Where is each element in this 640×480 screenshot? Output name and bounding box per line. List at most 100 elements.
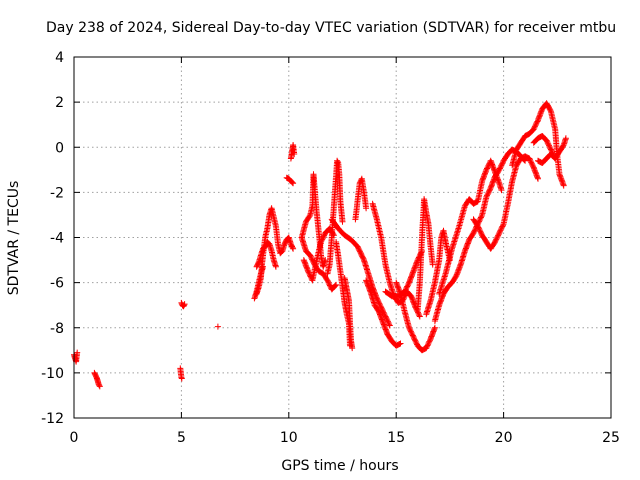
x-tick-label: 5 [177,430,186,446]
data-point [333,281,340,288]
data-point [318,239,324,245]
data-point [339,218,346,225]
data-point [410,333,417,340]
data-point [181,301,188,308]
y-tick-label: -10 [41,366,64,382]
data-point [494,233,501,240]
data-point [272,263,279,270]
data-point [424,342,431,349]
data-point [214,323,221,330]
data-point [404,283,411,290]
data-point [551,154,558,161]
y-tick-label: -4 [50,231,64,247]
y-tick-label: -6 [50,276,64,292]
data-point [497,227,504,234]
data-point [407,327,414,334]
data-point [290,180,297,187]
data-point [96,382,103,389]
data-point [412,338,419,345]
data-point [547,146,554,153]
data-point [484,165,490,172]
y-tick-label: 0 [55,140,64,156]
data-point [332,282,339,289]
data-point [306,213,313,220]
data-point [484,192,490,199]
data-point [423,343,430,350]
data-point [526,155,533,162]
data-point [363,205,370,212]
data-point [528,160,535,167]
data-point [530,126,537,133]
data-point [384,318,391,325]
data-point [307,252,314,259]
data-point [498,226,505,233]
data-point [483,166,490,173]
data-point [413,340,420,347]
data-point [496,230,503,236]
data-point [528,159,535,166]
data-point [477,228,484,235]
data-point [485,190,492,196]
data-point [415,310,422,317]
data-point [260,263,266,270]
data-point [470,230,477,236]
data-point [495,232,502,239]
data-point [406,326,413,332]
data-point [320,233,327,240]
x-tick-label: 20 [495,430,513,446]
data-point [547,107,554,113]
data-point [402,287,409,294]
data-point [478,213,485,220]
data-point [307,253,314,260]
data-point [325,279,332,286]
data-point [423,345,430,352]
data-point [533,119,540,126]
data-point [414,257,421,264]
data-point [407,328,414,335]
data-point [386,322,393,329]
data-point [498,161,505,168]
data-point [498,187,505,194]
data-point [308,255,315,262]
data-point [527,158,534,165]
data-point [289,179,296,186]
data-point [252,291,259,298]
data-point [500,222,506,229]
data-point [412,337,419,344]
data-point [309,257,316,264]
x-tick-label: 10 [280,430,298,446]
data-point [305,268,312,275]
data-point [290,245,297,252]
data-point [385,319,392,326]
data-point [543,137,550,144]
data-point [476,217,483,224]
data-point [547,145,554,152]
data-point [291,151,298,157]
data-point [321,232,328,239]
data-point [429,261,436,268]
data-point [318,237,325,244]
data-point [546,143,553,150]
data-point [476,227,483,234]
data-point [380,309,387,316]
data-point [403,286,409,293]
data-point [404,282,411,289]
x-tick-label: 0 [70,430,79,446]
data-point [397,340,404,347]
data-point [477,214,484,221]
y-axis-label: SDTVAR / TECUs [6,181,22,296]
data-point [534,118,541,125]
data-point [476,225,483,232]
data-point [474,223,481,230]
x-axis-label: GPS time / hours [281,458,398,474]
data-point [549,150,556,157]
x-axis-ticks: 0 5 10 15 20 25 [70,57,620,446]
data-point [552,155,559,162]
data-point [360,255,367,262]
data-point [535,175,541,182]
data-point [309,256,316,263]
data-point [178,375,185,382]
data-point [484,191,491,198]
data-point [475,224,482,231]
